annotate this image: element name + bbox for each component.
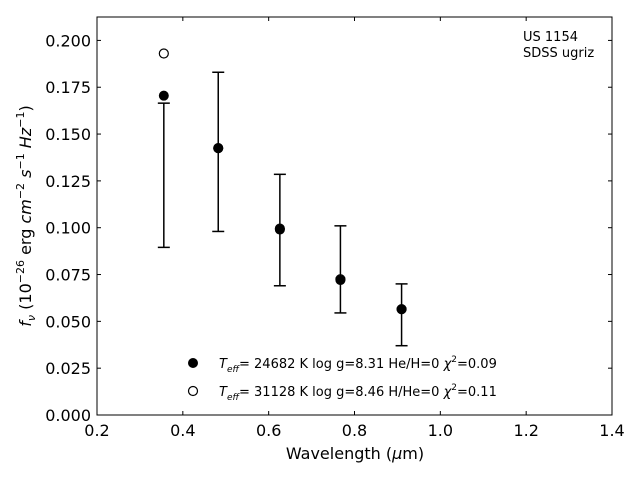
x-tick-label: 0.4 (170, 421, 195, 440)
plot-frame (96, 16, 613, 416)
x-tick-label: 0.8 (342, 421, 367, 440)
x-tick-label: 1.2 (513, 421, 538, 440)
y-tick-label: 0.075 (45, 266, 91, 285)
model-point-open (158, 48, 169, 59)
legend-marker-open (187, 385, 199, 397)
legend-label-1: Teff= 24682 K log g=8.31 He/H=0 χ2=0.09 (219, 355, 497, 375)
model-point-open (396, 304, 407, 315)
model-point-open (213, 143, 224, 154)
annotation-survey: SDSS ugriz (523, 46, 594, 61)
y-tick-label: 0.150 (45, 125, 91, 144)
error-bars (157, 71, 408, 347)
y-tick-label: 0.100 (45, 219, 91, 238)
x-tick-label: 1.0 (428, 421, 453, 440)
x-axis-ticks: 0.2 0.4 0.6 0.8 1.0 1.2 1.4 (84, 17, 625, 440)
legend-label-2: Teff= 31128 K log g=8.46 H/He=0 χ2=0.11 (219, 383, 497, 403)
model-point-filled (158, 90, 169, 101)
x-tick-label: 0.2 (84, 421, 109, 440)
x-axis-label: Wavelength (μm) (286, 444, 424, 463)
y-tick-label: 0.200 (45, 31, 91, 50)
y-tick-label: 0.000 (45, 406, 91, 425)
legend: Teff= 24682 K log g=8.31 He/H=0 χ2=0.09 … (187, 355, 497, 403)
model-point-open (274, 223, 285, 234)
x-tick-label: 1.4 (599, 421, 624, 440)
x-tick-label: 0.6 (256, 421, 281, 440)
y-tick-label: 0.175 (45, 78, 91, 97)
legend-marker-filled (188, 358, 198, 368)
y-tick-label: 0.050 (45, 312, 91, 331)
y-axis-ticks: 0.000 0.025 0.050 0.075 0.100 0.125 0.150 0.175… (45, 31, 612, 425)
annotation-object: US 1154 (523, 30, 578, 45)
y-axis-label: fν (10−26 erg cm−2 s−1 Hz−1) (14, 105, 38, 326)
y-tick-label: 0.125 (45, 172, 91, 191)
model-point-open (335, 274, 346, 285)
data-points (158, 48, 407, 315)
y-tick-label: 0.025 (45, 359, 91, 378)
